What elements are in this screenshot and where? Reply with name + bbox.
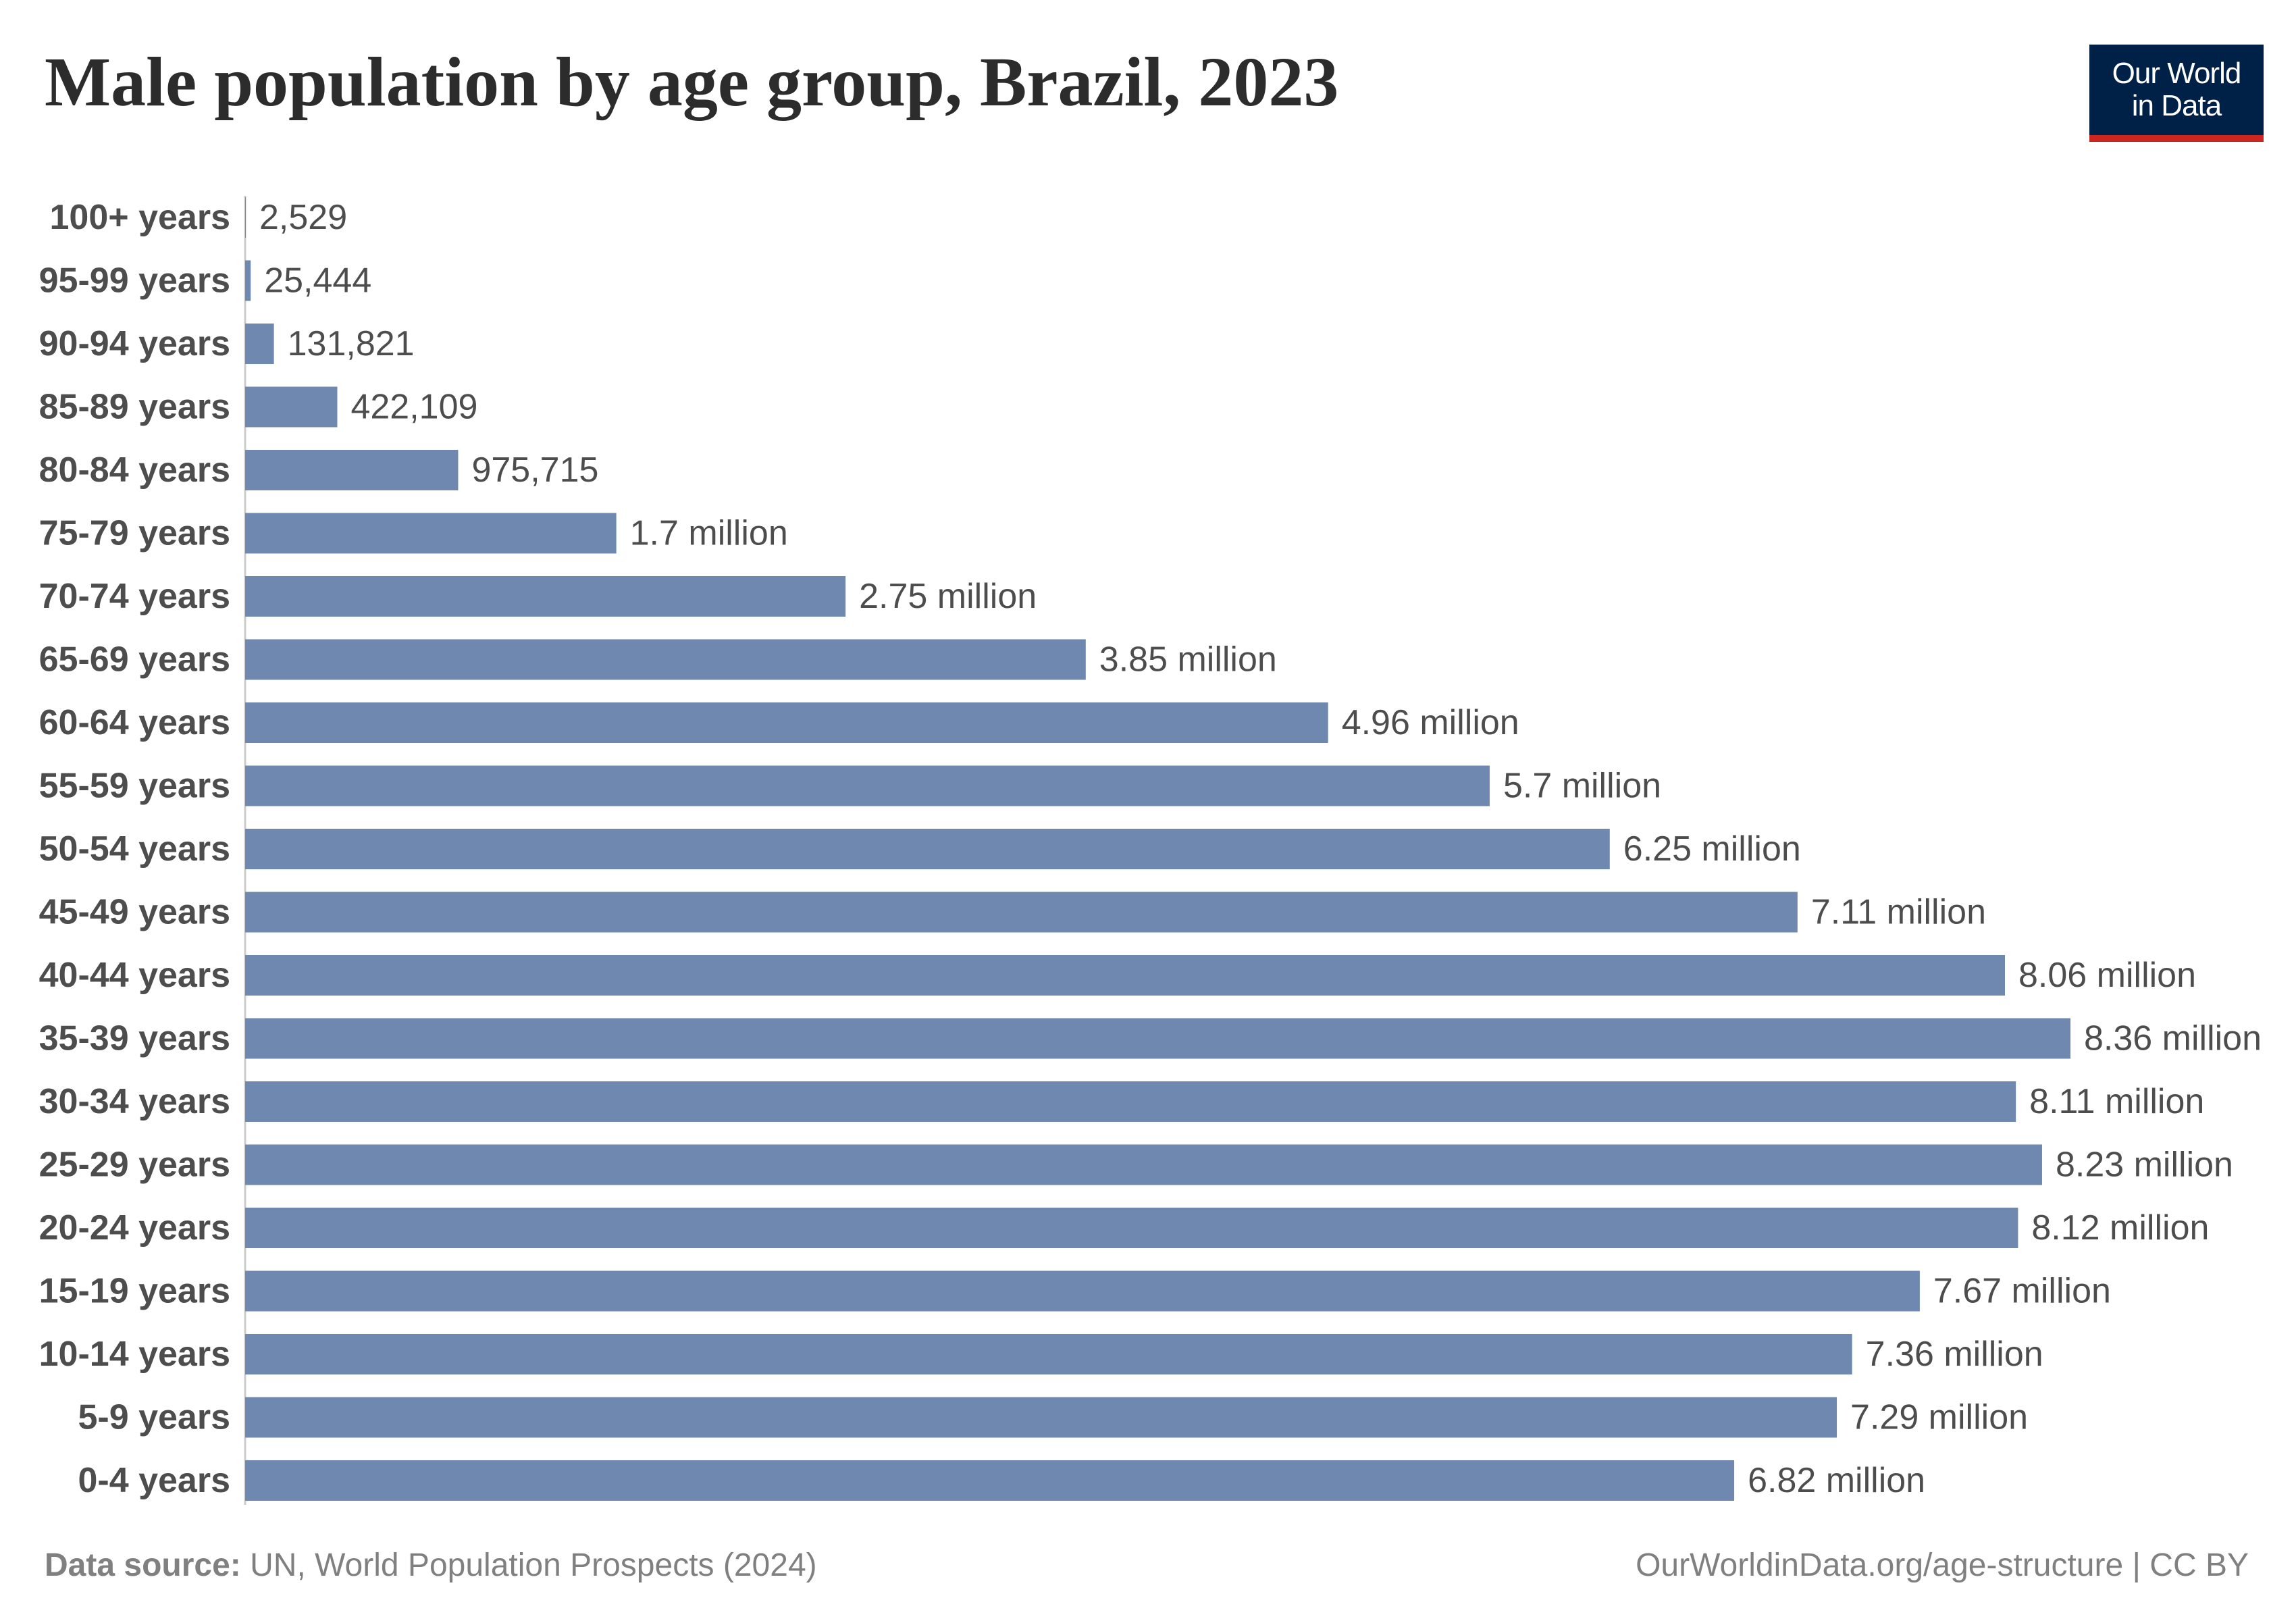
- bar-90-94-years[interactable]: [245, 324, 274, 364]
- bar-45-49-years[interactable]: [245, 892, 1798, 933]
- value-label: 2.75 million: [859, 577, 1037, 616]
- category-label: 45-49 years: [39, 893, 230, 932]
- value-label: 25,444: [264, 261, 371, 301]
- value-label: 975,715: [471, 451, 598, 490]
- value-label: 6.82 million: [1748, 1461, 1925, 1500]
- bar-10-14-years[interactable]: [245, 1334, 1852, 1374]
- category-label: 30-34 years: [39, 1082, 230, 1121]
- category-label: 95-99 years: [39, 261, 230, 301]
- value-labels: 2,529 25,444 131,821 422,109 975,715 1.7 mill…: [259, 198, 2262, 1500]
- value-label: 6.25 million: [1623, 829, 1801, 869]
- category-label: 15-19 years: [39, 1272, 230, 1311]
- value-label: 7.36 million: [1866, 1335, 2043, 1374]
- value-label: 3.85 million: [1099, 640, 1277, 679]
- chart-title: Male population by age group, Brazil, 20…: [45, 43, 1339, 121]
- logo-line-2: in Data: [2131, 89, 2222, 122]
- category-label: 10-14 years: [39, 1335, 230, 1374]
- category-label: 90-94 years: [39, 324, 230, 363]
- bar-20-24-years[interactable]: [245, 1208, 2018, 1248]
- value-label: 7.11 million: [1811, 893, 1986, 932]
- bar-70-74-years[interactable]: [245, 576, 846, 617]
- value-label: 8.11 million: [2029, 1082, 2204, 1121]
- bar-100-years[interactable]: [245, 197, 246, 238]
- value-label: 2,529: [259, 198, 347, 237]
- value-label: 131,821: [288, 324, 415, 363]
- bar-0-4-years[interactable]: [245, 1460, 1735, 1501]
- bar-35-39-years[interactable]: [245, 1018, 2070, 1059]
- bar-95-99-years[interactable]: [245, 260, 251, 301]
- value-label: 4.96 million: [1342, 703, 1519, 742]
- value-label: 5.7 million: [1503, 767, 1661, 806]
- category-label: 100+ years: [50, 198, 231, 237]
- data-source: Data source: UN, World Population Prospe…: [45, 1547, 817, 1584]
- bar-80-84-years[interactable]: [245, 450, 459, 490]
- category-label: 0-4 years: [78, 1461, 230, 1500]
- category-label: 35-39 years: [39, 1019, 230, 1058]
- bar-30-34-years[interactable]: [245, 1081, 2016, 1122]
- bar-50-54-years[interactable]: [245, 829, 1610, 869]
- value-label: 8.06 million: [2018, 956, 2196, 995]
- value-label: 422,109: [350, 388, 477, 427]
- bar-60-64-years[interactable]: [245, 702, 1328, 743]
- category-label: 55-59 years: [39, 767, 230, 806]
- bar-15-19-years[interactable]: [245, 1270, 1920, 1312]
- category-label: 60-64 years: [39, 703, 230, 742]
- bar-25-29-years[interactable]: [245, 1144, 2042, 1185]
- category-label: 70-74 years: [39, 577, 230, 616]
- value-label: 7.67 million: [1933, 1272, 2111, 1311]
- value-label: 8.23 million: [2056, 1146, 2233, 1185]
- category-label: 20-24 years: [39, 1208, 230, 1247]
- value-label: 1.7 million: [630, 514, 788, 553]
- category-label: 25-29 years: [39, 1146, 230, 1185]
- bar-75-79-years[interactable]: [245, 513, 617, 554]
- data-source-text: UN, World Population Prospects (2024): [250, 1547, 817, 1583]
- value-label: 7.29 million: [1850, 1398, 2028, 1437]
- data-source-label: Data source:: [45, 1547, 241, 1583]
- category-labels: 100+ years 95-99 years 90-94 years 85-89 ye…: [39, 198, 230, 1500]
- logo-line-1: Our World: [2112, 57, 2242, 90]
- category-label: 75-79 years: [39, 514, 230, 553]
- category-label: 80-84 years: [39, 451, 230, 490]
- bar-85-89-years[interactable]: [245, 386, 338, 428]
- owid-logo[interactable]: Our World in Data: [2089, 45, 2264, 142]
- bar-40-44-years[interactable]: [245, 955, 2006, 996]
- bars-group: [245, 197, 2070, 1501]
- bar-5-9-years[interactable]: [245, 1397, 1837, 1438]
- category-label: 85-89 years: [39, 388, 230, 427]
- source-link[interactable]: OurWorldinData.org/age-structure | CC BY: [1636, 1547, 2249, 1583]
- category-label: 5-9 years: [78, 1398, 230, 1437]
- category-label: 50-54 years: [39, 829, 230, 869]
- bar-55-59-years[interactable]: [245, 765, 1490, 806]
- category-label: 40-44 years: [39, 956, 230, 995]
- category-label: 65-69 years: [39, 640, 230, 679]
- value-label: 8.12 million: [2031, 1208, 2209, 1247]
- value-label: 8.36 million: [2084, 1019, 2262, 1058]
- bar-65-69-years[interactable]: [245, 639, 1086, 680]
